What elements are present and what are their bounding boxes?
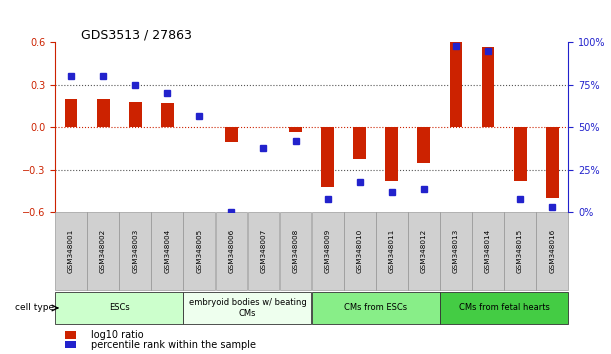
Bar bbox=[225, 127, 238, 142]
Bar bbox=[312, 212, 343, 290]
Bar bbox=[55, 212, 87, 290]
Bar bbox=[386, 127, 398, 181]
Bar bbox=[472, 212, 504, 290]
Text: GSM348012: GSM348012 bbox=[421, 229, 427, 273]
Text: GSM348007: GSM348007 bbox=[260, 229, 266, 273]
Text: GSM348005: GSM348005 bbox=[196, 229, 202, 273]
Text: ESCs: ESCs bbox=[109, 303, 130, 313]
Bar bbox=[183, 212, 215, 290]
Bar bbox=[97, 99, 109, 127]
Bar bbox=[183, 292, 312, 324]
Bar bbox=[129, 102, 142, 127]
Bar bbox=[514, 127, 527, 181]
Text: percentile rank within the sample: percentile rank within the sample bbox=[91, 340, 256, 350]
Text: embryoid bodies w/ beating
CMs: embryoid bodies w/ beating CMs bbox=[189, 298, 306, 318]
Bar bbox=[65, 341, 76, 348]
Bar bbox=[289, 127, 302, 132]
Text: GSM348013: GSM348013 bbox=[453, 229, 459, 273]
Text: GSM348009: GSM348009 bbox=[324, 229, 331, 273]
Bar bbox=[353, 127, 366, 159]
Bar bbox=[280, 212, 312, 290]
Text: GSM348016: GSM348016 bbox=[549, 229, 555, 273]
Text: cell type: cell type bbox=[15, 303, 54, 313]
Text: GSM348001: GSM348001 bbox=[68, 229, 74, 273]
Bar bbox=[536, 212, 568, 290]
Text: GSM348011: GSM348011 bbox=[389, 229, 395, 273]
Text: GSM348003: GSM348003 bbox=[132, 229, 138, 273]
Bar bbox=[440, 292, 568, 324]
Bar bbox=[161, 103, 174, 127]
Text: GSM348002: GSM348002 bbox=[100, 229, 106, 273]
Bar bbox=[450, 42, 463, 127]
Text: log10 ratio: log10 ratio bbox=[91, 330, 144, 340]
Text: GSM348015: GSM348015 bbox=[517, 229, 523, 273]
Bar bbox=[417, 127, 430, 163]
Text: GSM348010: GSM348010 bbox=[357, 229, 363, 273]
Text: GSM348008: GSM348008 bbox=[293, 229, 299, 273]
Bar bbox=[87, 212, 119, 290]
Text: GSM348014: GSM348014 bbox=[485, 229, 491, 273]
Bar bbox=[440, 212, 472, 290]
Bar bbox=[481, 47, 494, 127]
Bar bbox=[344, 212, 376, 290]
Bar bbox=[152, 212, 183, 290]
Bar bbox=[119, 212, 151, 290]
Bar bbox=[321, 127, 334, 187]
Bar bbox=[216, 212, 247, 290]
Text: CMs from fetal hearts: CMs from fetal hearts bbox=[459, 303, 549, 313]
Bar bbox=[65, 99, 78, 127]
Text: GSM348006: GSM348006 bbox=[229, 229, 235, 273]
Text: GDS3513 / 27863: GDS3513 / 27863 bbox=[81, 28, 191, 41]
Bar bbox=[408, 212, 440, 290]
Bar bbox=[312, 292, 440, 324]
Bar bbox=[247, 212, 279, 290]
Bar bbox=[55, 292, 183, 324]
Bar bbox=[546, 127, 558, 198]
Bar bbox=[376, 212, 408, 290]
Text: CMs from ESCs: CMs from ESCs bbox=[344, 303, 408, 313]
Bar bbox=[65, 331, 76, 339]
Text: GSM348004: GSM348004 bbox=[164, 229, 170, 273]
Bar bbox=[504, 212, 536, 290]
